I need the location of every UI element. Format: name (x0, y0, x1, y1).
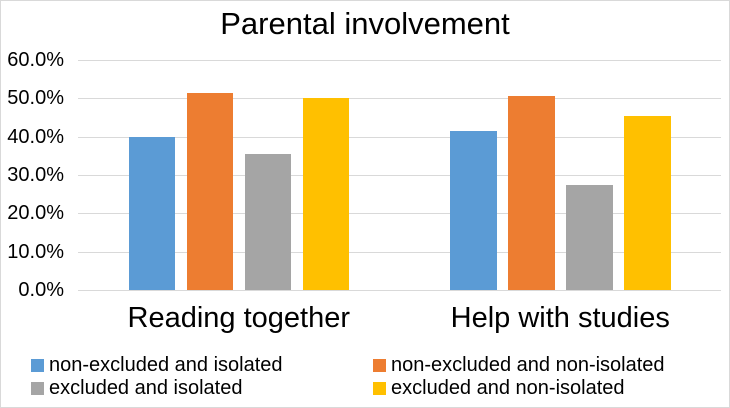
legend-item-non-excluded-and-non-isolated: non-excluded and non-isolated (373, 354, 665, 376)
gridline-60 (78, 60, 721, 61)
y-tick-label: 0.0% (18, 279, 64, 301)
y-tick-label: 50.0% (7, 87, 64, 109)
bar-excluded-and-isolated-cat0 (244, 154, 291, 290)
y-tick-label: 30.0% (7, 164, 64, 186)
bar-non-excluded-and-isolated-cat0 (128, 136, 175, 290)
legend-label: excluded and isolated (49, 377, 243, 399)
legend-swatch-icon (373, 358, 386, 372)
y-tick-label: 40.0% (7, 126, 64, 148)
legend-swatch-icon (373, 381, 386, 395)
legend-label: non-excluded and non-isolated (391, 354, 665, 376)
legend-swatch-icon (31, 358, 44, 372)
y-tick-label: 60.0% (7, 49, 64, 71)
bar-non-excluded-and-non-isolated-cat0 (186, 93, 233, 290)
legend-label: excluded and non-isolated (391, 377, 625, 399)
legend-label: non-excluded and isolated (49, 354, 283, 376)
gridline-50 (78, 98, 721, 99)
category-label-1: Help with studies (450, 302, 670, 334)
chart-title: Parental involvement (220, 6, 510, 41)
bar-non-excluded-and-non-isolated-cat1 (508, 96, 555, 290)
bar-excluded-and-isolated-cat1 (566, 185, 613, 290)
legend-item-excluded-and-isolated: excluded and isolated (31, 377, 242, 399)
gridline-20 (78, 213, 721, 214)
y-tick-label: 20.0% (7, 202, 64, 224)
gridline-0 (78, 290, 721, 291)
y-tick-label: 10.0% (7, 241, 64, 263)
category-label-0: Reading together (127, 302, 351, 334)
bar-non-excluded-and-isolated-cat1 (450, 131, 497, 290)
gridline-30 (78, 175, 721, 176)
gridline-40 (78, 137, 721, 138)
legend-swatch-icon (31, 381, 44, 395)
legend-item-non-excluded-and-isolated: non-excluded and isolated (31, 354, 283, 376)
legend-item-excluded-and-non-isolated: excluded and non-isolated (373, 377, 625, 399)
plot-area (78, 60, 721, 291)
bar-excluded-and-non-isolated-cat0 (302, 98, 349, 290)
bar-excluded-and-non-isolated-cat1 (624, 116, 671, 290)
gridline-10 (78, 252, 721, 253)
